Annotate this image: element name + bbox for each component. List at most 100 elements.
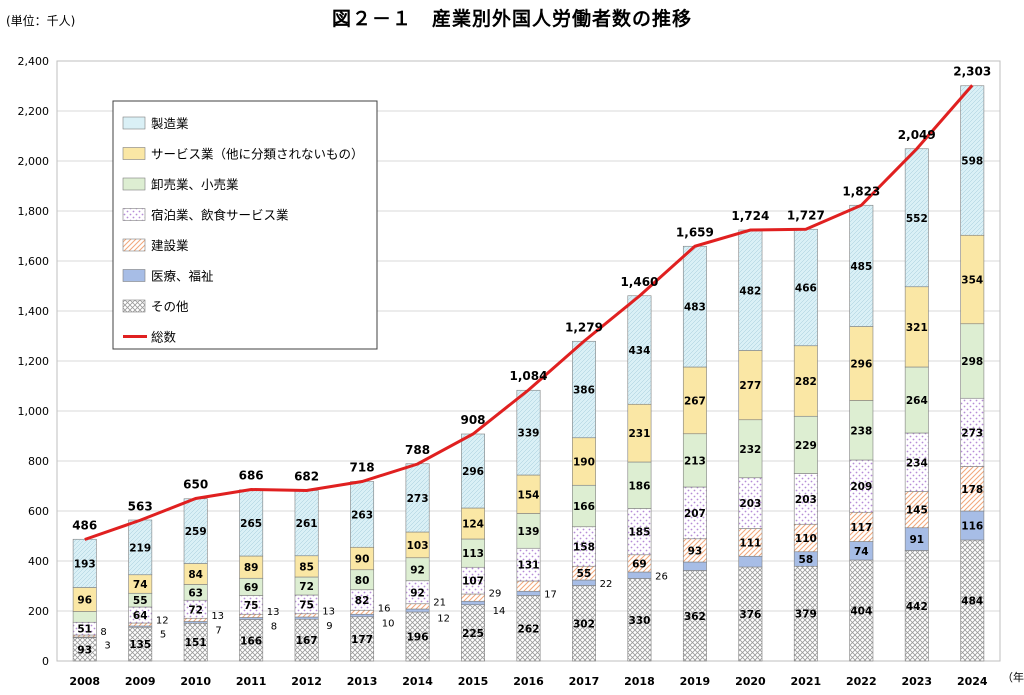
bar-segment <box>461 593 485 602</box>
bar-value-label: 296 <box>462 466 484 478</box>
bar-value-label: 51 <box>77 624 92 636</box>
bar-segment-texture <box>350 481 374 548</box>
x-tick-label: 2018 <box>624 675 655 688</box>
total-value-label: 1,084 <box>510 369 548 383</box>
legend-swatch <box>122 147 146 160</box>
bar-value-label: 203 <box>739 498 761 510</box>
bar-value-label-outside: 3 <box>104 640 110 651</box>
total-value-label: 2,303 <box>953 64 991 78</box>
x-tick-label: 2019 <box>680 675 711 688</box>
total-value-label: 650 <box>183 478 208 492</box>
bar-value-label: 72 <box>299 581 314 593</box>
x-tick-label: 2017 <box>569 675 600 688</box>
y-tick-label: 600 <box>28 505 49 518</box>
bar-value-label: 80 <box>355 575 370 587</box>
bar-segment-texture <box>683 246 707 367</box>
bar-value-label: 55 <box>577 568 592 580</box>
bar-value-label: 261 <box>296 518 318 530</box>
x-tick-label: 2008 <box>69 675 100 688</box>
bar-value-label: 277 <box>739 380 761 392</box>
bar-value-label: 273 <box>407 493 429 505</box>
bar-value-label: 69 <box>632 558 647 570</box>
x-tick-label: 2015 <box>458 675 489 688</box>
bar-value-label: 225 <box>462 628 484 640</box>
bar-value-label-outside: 12 <box>156 616 169 627</box>
bar-value-label: 178 <box>961 484 983 496</box>
bar-value-label: 282 <box>795 376 817 388</box>
legend-label: サービス業（他に分類されないもの） <box>151 147 364 162</box>
y-tick-label: 1,000 <box>18 405 50 418</box>
total-value-label: 1,460 <box>620 275 658 289</box>
bar-value-label-outside: 14 <box>493 606 506 617</box>
bar-value-label: 74 <box>854 546 869 558</box>
bar-segment-texture <box>960 85 984 236</box>
bar-value-label: 117 <box>850 522 872 534</box>
total-value-label: 1,727 <box>787 208 825 222</box>
bar-value-label: 93 <box>688 545 703 557</box>
bar-value-label-outside: 29 <box>489 589 502 600</box>
legend-swatch <box>122 238 146 252</box>
total-value-label: 1,659 <box>676 225 714 239</box>
bar-segment <box>294 613 319 618</box>
bar-segment-texture <box>794 229 818 346</box>
total-value-label: 718 <box>350 461 375 475</box>
bar-value-label: 298 <box>961 356 983 368</box>
bar-value-label: 154 <box>518 489 540 501</box>
bar-segment <box>627 571 652 579</box>
bar-value-label: 72 <box>188 604 203 616</box>
bar-value-label: 63 <box>188 587 203 599</box>
bar-segment <box>350 609 375 615</box>
bar-value-label: 69 <box>244 582 259 594</box>
bar-segment-texture <box>73 539 97 588</box>
bar-value-label: 91 <box>909 534 924 546</box>
bar-value-label: 213 <box>684 455 706 467</box>
x-tick-label: 2024 <box>957 675 988 688</box>
legend-swatch <box>122 269 146 282</box>
x-tick-label: 2022 <box>846 675 877 688</box>
bar-value-label: 190 <box>573 457 595 469</box>
x-tick-label: 2020 <box>735 675 766 688</box>
bar-segment <box>405 608 430 613</box>
total-value-label: 2,049 <box>898 128 936 142</box>
legend-swatch <box>122 177 146 191</box>
bar-value-label: 151 <box>185 637 207 649</box>
x-tick-label: 2013 <box>347 675 378 688</box>
bar-value-label-outside: 13 <box>267 607 280 618</box>
bar-value-label: 339 <box>518 428 540 440</box>
bar-value-label: 75 <box>244 600 259 612</box>
bar-value-label: 442 <box>906 601 928 613</box>
bars <box>72 85 985 662</box>
y-tick-label: 2,000 <box>18 155 50 168</box>
bar-value-label: 485 <box>850 261 872 273</box>
bar-value-label: 264 <box>906 395 928 407</box>
bar-value-label: 219 <box>129 542 151 554</box>
bar-value-label: 362 <box>684 611 706 623</box>
bar-segment <box>183 617 208 622</box>
bar-value-label: 103 <box>407 540 429 552</box>
unit-label: (単位：千人) <box>6 14 76 28</box>
bar-value-label: 89 <box>244 562 259 574</box>
bar-value-label: 124 <box>462 519 484 531</box>
bar-value-label: 139 <box>518 526 540 538</box>
bar-value-label-outside: 8 <box>100 627 106 638</box>
total-value-label: 908 <box>460 413 485 427</box>
bar-value-label: 85 <box>299 561 314 573</box>
x-tick-label: 2021 <box>791 675 822 688</box>
y-tick-label: 1,400 <box>18 305 50 318</box>
bar-value-label: 90 <box>355 554 370 566</box>
bar-segment <box>72 611 97 623</box>
bar-value-label: 177 <box>351 634 373 646</box>
legend-label: 総数 <box>151 330 177 345</box>
legend-swatch <box>122 116 146 130</box>
legend-label: 卸売業、小売業 <box>151 177 239 192</box>
bar-value-label-outside: 9 <box>326 621 332 632</box>
bar-value-label: 64 <box>133 610 148 622</box>
bar-value-label: 434 <box>628 345 650 357</box>
total-value-label: 1,724 <box>731 209 769 223</box>
x-tick-label: 2012 <box>291 675 322 688</box>
bar-value-label: 166 <box>573 501 595 513</box>
bar-segment <box>572 579 596 586</box>
bar-value-label: 238 <box>850 425 872 437</box>
bar-value-label: 379 <box>795 609 817 621</box>
bar-value-label: 259 <box>185 526 207 538</box>
